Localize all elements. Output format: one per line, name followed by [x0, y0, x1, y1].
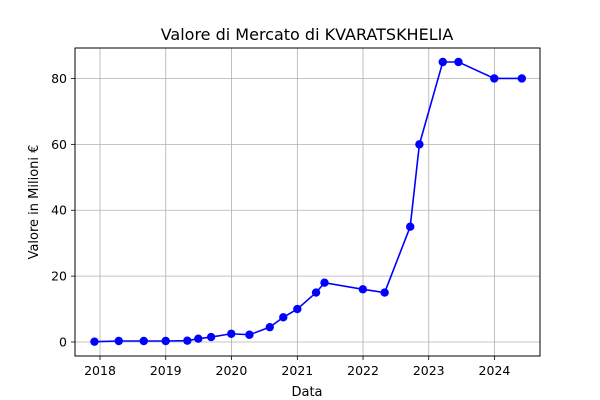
- x-tick-label: 2021: [281, 363, 313, 378]
- data-point: [311, 288, 321, 297]
- data-point: [139, 336, 148, 346]
- data-point: [490, 74, 499, 83]
- data-point: [517, 74, 527, 83]
- data-point: [415, 140, 424, 149]
- data-point: [293, 304, 302, 314]
- data-point: [279, 313, 288, 322]
- data-point: [161, 336, 170, 346]
- y-tick-label: 60: [51, 137, 67, 152]
- data-point: [320, 278, 329, 287]
- y-tick-label: 40: [51, 203, 67, 218]
- chart-title: Valore di Mercato di KVARATSKHELIA: [161, 25, 454, 44]
- data-point: [227, 329, 236, 338]
- data-point: [245, 330, 254, 339]
- data-point: [380, 288, 389, 297]
- ticks: 2018 2019 2020 2021 2022 2023 2024 0 20 40 60 80: [51, 71, 510, 378]
- x-tick-label: 2020: [216, 363, 248, 378]
- x-tick-label: 2023: [413, 363, 445, 378]
- x-tick-label: 2024: [479, 363, 511, 378]
- data-point: [90, 337, 99, 346]
- x-tick-label: 2018: [84, 363, 116, 378]
- plot-frame: [74, 47, 541, 357]
- data-point: [265, 322, 274, 332]
- data-point: [358, 285, 368, 294]
- data-point: [183, 336, 192, 345]
- grid: [75, 48, 540, 356]
- data-point: [194, 334, 203, 343]
- data-point: [114, 336, 123, 346]
- x-tick-label: 2022: [347, 363, 379, 378]
- y-tick-label: 80: [51, 71, 67, 86]
- x-tick-label: 2019: [150, 363, 182, 378]
- data-point: [206, 332, 216, 342]
- y-tick-label: 0: [59, 335, 67, 350]
- y-tick-label: 20: [51, 269, 67, 284]
- series-line: [94, 61, 522, 343]
- data-point: [438, 57, 447, 67]
- data-point: [454, 57, 463, 67]
- y-axis-title: Valore in Milioni €: [27, 145, 42, 260]
- data-point: [406, 222, 415, 231]
- x-axis-title: Data: [291, 385, 322, 400]
- series-layer: [90, 57, 527, 346]
